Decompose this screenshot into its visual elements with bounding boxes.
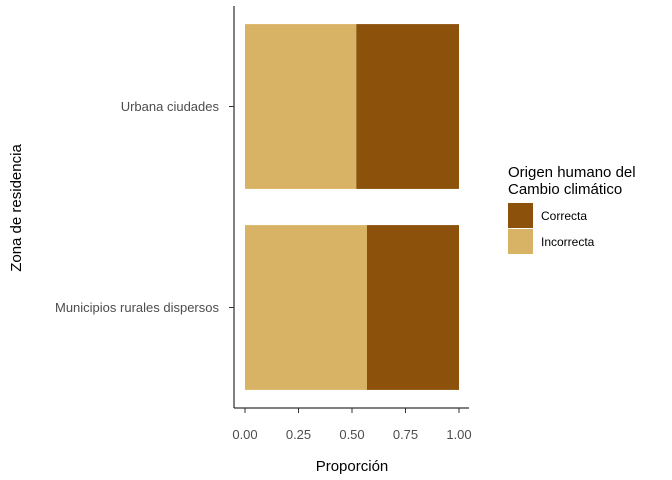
x-axis-title: Proporción bbox=[316, 458, 389, 475]
x-tick-label: 0.00 bbox=[232, 427, 257, 442]
x-tick-label: 0.75 bbox=[393, 427, 418, 442]
legend-label: Correcta bbox=[541, 209, 587, 223]
bar-2-series-2 bbox=[366, 225, 459, 390]
x-tick-label: 0.25 bbox=[286, 427, 311, 442]
y-axis-title: Zona de residencia bbox=[8, 144, 25, 272]
x-tick-label: 1.00 bbox=[446, 427, 471, 442]
x-axis-ticks: 0.00 0.25 0.50 0.75 1.00 bbox=[232, 408, 472, 442]
legend-items: Correcta Incorrecta bbox=[508, 203, 595, 254]
legend-title-line-1: Origen humano del bbox=[508, 164, 636, 181]
y-tick-label: Municipios rurales dispersos bbox=[55, 300, 220, 315]
legend-swatch bbox=[508, 229, 533, 254]
y-tick-label: Urbana ciudades bbox=[121, 99, 220, 114]
legend-label: Incorrecta bbox=[541, 235, 595, 249]
bars-layer bbox=[245, 24, 459, 390]
legend: Origen humano del Cambio climático Corre… bbox=[508, 164, 636, 254]
x-tick-label: 0.50 bbox=[339, 427, 364, 442]
legend-swatch bbox=[508, 203, 533, 228]
bar-2-series-1 bbox=[245, 225, 367, 390]
y-axis-ticks: Urbana ciudades Municipios rurales disper… bbox=[55, 99, 234, 315]
bar-1-series-2 bbox=[356, 24, 459, 189]
legend-title-line-2: Cambio climático bbox=[508, 181, 622, 198]
bar-1-series-1 bbox=[245, 24, 357, 189]
